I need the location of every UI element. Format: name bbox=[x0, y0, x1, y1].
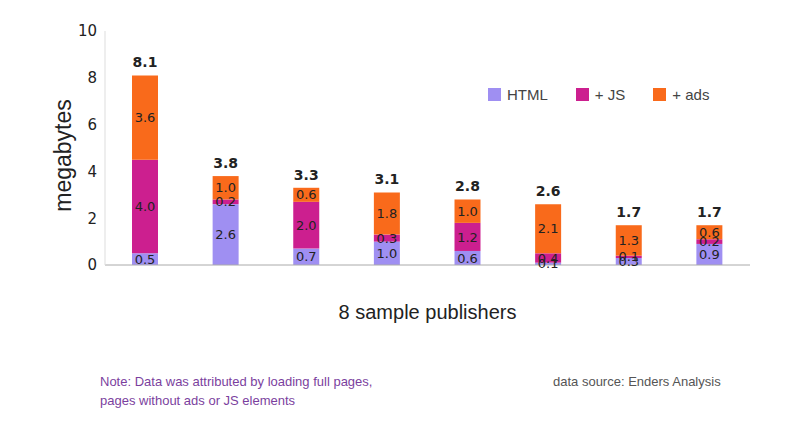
svg-text:8.1: 8.1 bbox=[133, 54, 158, 70]
svg-text:0.3: 0.3 bbox=[377, 231, 398, 246]
svg-text:1.0: 1.0 bbox=[457, 204, 478, 219]
svg-text:2.6: 2.6 bbox=[215, 227, 236, 242]
svg-text:0.2: 0.2 bbox=[699, 234, 720, 250]
svg-text:2: 2 bbox=[87, 210, 97, 228]
html-text:+ ads: + ads bbox=[672, 86, 710, 103]
svg-text:2.6: 2.6 bbox=[536, 183, 561, 199]
svg-text:8: 8 bbox=[87, 69, 97, 87]
html-text:8 sample publishers: 8 sample publishers bbox=[338, 301, 517, 323]
svg-text:1.7: 1.7 bbox=[616, 204, 641, 220]
svg-text:6: 6 bbox=[87, 116, 97, 134]
svg-text:1.2: 1.2 bbox=[457, 230, 478, 245]
svg-text:3.8: 3.8 bbox=[213, 155, 238, 171]
svg-text:0.2: 0.2 bbox=[215, 194, 236, 209]
svg-text:0: 0 bbox=[87, 256, 97, 274]
svg-text:1.0: 1.0 bbox=[377, 246, 398, 261]
svg-text:3.6: 3.6 bbox=[135, 110, 156, 125]
svg-text:10: 10 bbox=[78, 22, 97, 40]
svg-text:3.1: 3.1 bbox=[374, 171, 399, 187]
svg-text:0.7: 0.7 bbox=[296, 249, 317, 264]
svg-text:1.0: 1.0 bbox=[215, 180, 236, 195]
svg-text:2.1: 2.1 bbox=[538, 221, 559, 236]
html-text:Note: Data was attributed by l: Note: Data was attributed by loading ful… bbox=[100, 374, 373, 408]
svg-text:0.6: 0.6 bbox=[296, 187, 317, 202]
svg-text:0.4: 0.4 bbox=[538, 251, 559, 266]
svg-text:4.0: 4.0 bbox=[135, 199, 156, 214]
svg-text:0.6: 0.6 bbox=[699, 225, 720, 240]
html-text:HTML: HTML bbox=[507, 86, 548, 103]
svg-text:2.8: 2.8 bbox=[455, 178, 480, 194]
svg-text:2.0: 2.0 bbox=[296, 218, 317, 233]
svg-text:0.9: 0.9 bbox=[699, 247, 720, 262]
svg-text:0.6: 0.6 bbox=[457, 251, 478, 266]
svg-text:0.5: 0.5 bbox=[135, 252, 156, 267]
svg-text:0.1: 0.1 bbox=[618, 249, 639, 264]
svg-text:1.7: 1.7 bbox=[697, 204, 722, 220]
html-text:data source: Enders Analysis: data source: Enders Analysis bbox=[553, 374, 721, 389]
html-text:megabytes: megabytes bbox=[49, 98, 76, 212]
svg-text:1.8: 1.8 bbox=[377, 206, 398, 221]
html-text:+ JS: + JS bbox=[594, 86, 626, 103]
svg-text:3.3: 3.3 bbox=[294, 167, 319, 183]
svg-text:1.3: 1.3 bbox=[618, 233, 639, 248]
svg-text:4: 4 bbox=[87, 163, 97, 181]
